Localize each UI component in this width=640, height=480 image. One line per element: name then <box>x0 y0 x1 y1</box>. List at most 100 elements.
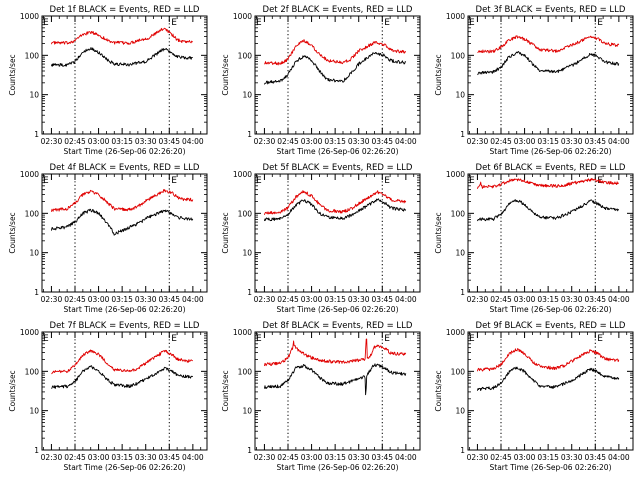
x-tick-label: 03:15 <box>324 137 346 146</box>
y-tick-label: 100 <box>238 367 253 376</box>
y-tick-label: 100 <box>451 367 466 376</box>
x-tick-label: 03:15 <box>537 137 559 146</box>
x-tick-label: 03:30 <box>348 137 370 146</box>
y-tick-label: 10 <box>29 249 39 258</box>
x-tick-label: 03:30 <box>135 295 157 304</box>
y-tick-label: 1000 <box>446 12 465 21</box>
x-tick-label: 03:45 <box>371 295 393 304</box>
x-tick-label: 02:30 <box>41 295 63 304</box>
x-tick-label: 03:45 <box>158 453 180 462</box>
y-tick-label: 10 <box>29 91 39 100</box>
x-tick-label: 03:45 <box>371 137 393 146</box>
corner-marker-label: E <box>43 176 49 186</box>
y-axis-label: Counts/sec <box>434 54 443 95</box>
x-tick-label: 03:30 <box>561 453 583 462</box>
x-tick-label: 02:45 <box>277 453 299 462</box>
y-tick-label: 10 <box>455 407 465 416</box>
x-tick-label: 03:15 <box>537 295 559 304</box>
x-tick-label: 02:45 <box>277 137 299 146</box>
marker-label: E <box>171 18 177 28</box>
x-tick-label: 04:00 <box>608 295 630 304</box>
panel-det-7: Det 7f BLACK = Events, RED = LLD 1 10 100 10… <box>8 321 208 472</box>
panel-det-4: Det 4f BLACK = Events, RED = LLD 1 10 100 10… <box>8 163 208 314</box>
y-tick-label: 1 <box>34 446 39 455</box>
marker-label: E <box>171 334 177 344</box>
plot-frame <box>467 173 634 293</box>
events-series-line <box>263 363 407 396</box>
y-tick-label: 10 <box>242 91 252 100</box>
x-axis-label: Start Time (26-Sep-06 02:26:20) <box>64 305 186 314</box>
marker-label: E <box>597 18 603 28</box>
lld-series-line <box>477 35 620 54</box>
x-tick-label: 03:45 <box>584 295 606 304</box>
y-tick-label: 1000 <box>233 328 252 337</box>
x-tick-label: 03:00 <box>514 453 536 462</box>
x-tick-label: 02:30 <box>254 137 276 146</box>
panel-det-2: Det 2f BLACK = Events, RED = LLD 1 10 100 10… <box>221 5 421 156</box>
marker-label: E <box>384 18 390 28</box>
y-tick-label: 1000 <box>20 12 39 21</box>
panel-title: Det 8f BLACK = Events, RED = LLD <box>263 321 413 331</box>
corner-marker-label: E <box>256 176 262 186</box>
x-axis-label: Start Time (26-Sep-06 02:26:20) <box>490 463 612 472</box>
x-tick-label: 03:45 <box>584 453 606 462</box>
events-series-line <box>263 52 407 85</box>
plot-frame <box>254 15 421 135</box>
x-tick-label: 03:15 <box>111 137 133 146</box>
panel-det-3: Det 3f BLACK = Events, RED = LLD 1 10 100 10… <box>434 5 634 156</box>
y-tick-label: 1000 <box>20 328 39 337</box>
x-tick-label: 02:45 <box>490 295 512 304</box>
x-tick-label: 04:00 <box>395 295 417 304</box>
y-tick-label: 100 <box>25 51 40 60</box>
x-tick-label: 03:00 <box>88 453 110 462</box>
x-axis-label: Start Time (26-Sep-06 02:26:20) <box>277 463 399 472</box>
panel-title: Det 1f BLACK = Events, RED = LLD <box>50 5 200 15</box>
y-tick-label: 100 <box>238 209 253 218</box>
corner-marker-label: E <box>43 334 49 344</box>
x-axis-label: Start Time (26-Sep-06 02:26:20) <box>490 305 612 314</box>
x-tick-label: 03:30 <box>135 453 157 462</box>
y-tick-label: 1 <box>34 288 39 297</box>
plot-frame <box>254 331 421 451</box>
x-tick-label: 03:00 <box>301 295 323 304</box>
events-series-line <box>50 47 193 67</box>
y-tick-label: 10 <box>242 407 252 416</box>
x-tick-label: 04:00 <box>395 137 417 146</box>
panel-title: Det 9f BLACK = Events, RED = LLD <box>476 321 626 331</box>
lld-series-line <box>263 190 407 216</box>
x-tick-label: 02:45 <box>64 137 86 146</box>
y-tick-label: 1000 <box>20 170 39 179</box>
lld-series-line <box>264 39 407 66</box>
x-tick-label: 03:15 <box>537 453 559 462</box>
x-tick-label: 04:00 <box>608 453 630 462</box>
y-tick-label: 1 <box>460 446 465 455</box>
x-tick-label: 02:45 <box>64 295 86 304</box>
y-tick-label: 1000 <box>446 170 465 179</box>
y-tick-label: 100 <box>25 209 40 218</box>
x-tick-label: 03:00 <box>301 453 323 462</box>
corner-marker-label: E <box>469 176 475 186</box>
plot-frame <box>467 15 634 135</box>
y-tick-label: 1 <box>247 288 252 297</box>
panel-title: Det 6f BLACK = Events, RED = LLD <box>476 163 626 173</box>
y-tick-label: 1000 <box>233 170 252 179</box>
x-tick-label: 02:45 <box>64 453 86 462</box>
corner-marker-label: E <box>43 18 49 28</box>
y-axis-label: Counts/sec <box>8 370 17 411</box>
plot-frame <box>41 173 208 293</box>
x-tick-label: 03:45 <box>158 295 180 304</box>
y-tick-label: 1 <box>247 130 252 139</box>
x-axis-label: Start Time (26-Sep-06 02:26:20) <box>277 305 399 314</box>
x-tick-label: 03:30 <box>348 295 370 304</box>
events-series-line <box>263 198 407 222</box>
x-tick-label: 02:30 <box>41 453 63 462</box>
y-tick-label: 1 <box>460 130 465 139</box>
panel-title: Det 4f BLACK = Events, RED = LLD <box>50 163 200 173</box>
x-tick-label: 03:45 <box>371 453 393 462</box>
plot-frame <box>41 15 208 135</box>
x-tick-label: 03:30 <box>561 137 583 146</box>
y-tick-label: 10 <box>29 407 39 416</box>
x-tick-label: 02:45 <box>490 137 512 146</box>
y-tick-label: 1000 <box>446 328 465 337</box>
panel-title: Det 7f BLACK = Events, RED = LLD <box>50 321 200 331</box>
